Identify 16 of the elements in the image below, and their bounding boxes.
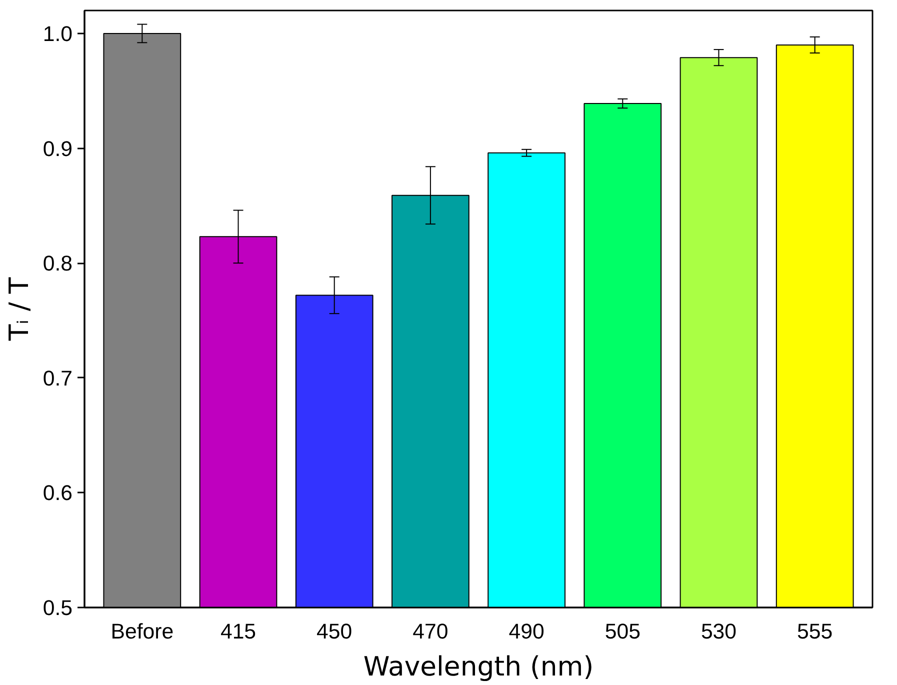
x-tick-label: 450 [316,620,352,644]
y-tick-label: 0.9 [42,136,73,161]
x-tick-label: 505 [604,620,640,644]
x-tick-label: 555 [797,620,833,644]
y-tick-label: 0.5 [42,596,73,620]
x-axis-title: Wavelength (nm) [363,652,594,682]
x-tick-label: Before [110,620,174,644]
x-tick-label: 415 [220,620,256,644]
y-axis-title: Tᵢ / T [4,276,35,342]
x-tick-label: 490 [508,620,544,644]
y-tick-label: 0.7 [42,366,73,390]
y-tick-label: 1.0 [42,22,73,46]
x-tick-label: 530 [700,620,737,644]
y-tick-label: 0.8 [42,252,73,276]
x-tick-label: 470 [412,620,448,644]
y-tick-label: 0.6 [42,481,73,506]
